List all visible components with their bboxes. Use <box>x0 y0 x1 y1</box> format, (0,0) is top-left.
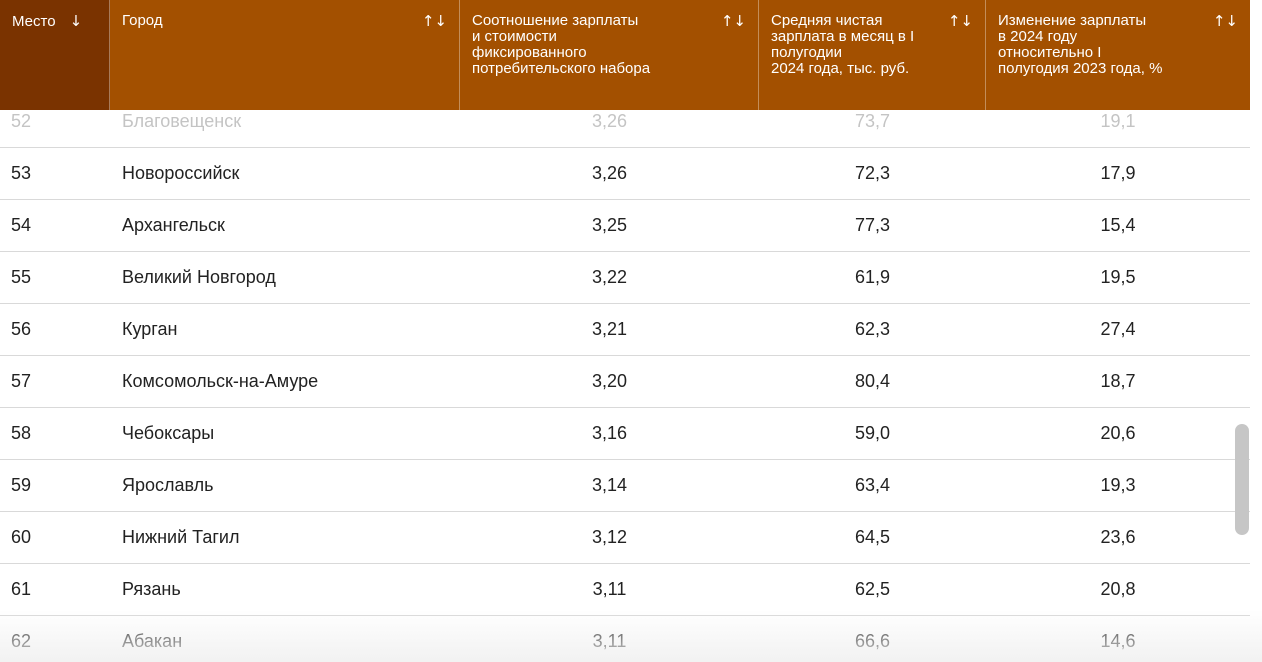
salary-cell: 73,7 <box>854 111 891 131</box>
change-cell: 19,1 <box>1100 111 1136 131</box>
rank-cell: 59 <box>11 475 32 495</box>
column-header-change-label: Изменение зарплаты в 2024 году относител… <box>998 12 1163 77</box>
change-cell: 18,7 <box>1100 371 1136 391</box>
column-header-rank[interactable]: Место ↓ <box>0 0 110 110</box>
change-cell: 15,4 <box>1100 215 1136 235</box>
ratio-cell: 3,21 <box>591 319 628 339</box>
city-cell: Чебоксары <box>122 423 215 443</box>
salary-cell: 61,9 <box>854 267 891 287</box>
city-cell: Архангельск <box>122 215 225 235</box>
scrollbar-track[interactable] <box>1250 0 1262 662</box>
ratio-cell: 3,26 <box>591 163 628 183</box>
salary-cell: 64,5 <box>854 527 891 547</box>
table-row: 56 Курган 3,21 62,3 27,4 <box>0 304 1250 356</box>
salary-cell: 80,4 <box>854 371 891 391</box>
scrollbar-thumb[interactable] <box>1235 424 1249 535</box>
rank-cell: 60 <box>11 527 32 547</box>
city-cell: Великий Новгород <box>122 267 276 287</box>
column-header-city[interactable]: Город ↑↓ <box>110 0 460 110</box>
ratio-cell: 3,25 <box>591 215 628 235</box>
column-header-rank-label: Место <box>12 13 56 30</box>
rank-cell: 62 <box>11 631 32 651</box>
city-cell: Нижний Тагил <box>122 527 240 547</box>
table-row: 61 Рязань 3,11 62,5 20,8 <box>0 564 1250 616</box>
change-cell: 23,6 <box>1100 527 1136 547</box>
table-row: 55 Великий Новгород 3,22 61,9 19,5 <box>0 252 1250 304</box>
rank-cell: 54 <box>11 215 32 235</box>
salary-cell: 72,3 <box>854 163 891 183</box>
column-header-city-label: Город <box>122 12 163 29</box>
table-row: 52 Благовещенск 3,26 73,7 19,1 <box>0 96 1250 148</box>
table-header: Место ↓ Город ↑↓ Соотношение зарплаты и ст… <box>0 0 1250 110</box>
rank-cell: 53 <box>11 163 32 183</box>
sort-arrows-icon[interactable]: ↑↓ <box>421 12 447 30</box>
salary-cell: 62,3 <box>854 319 891 339</box>
column-header-change[interactable]: Изменение зарплаты в 2024 году относител… <box>986 0 1250 110</box>
change-cell: 14,6 <box>1100 631 1136 651</box>
ratio-cell: 3,26 <box>591 111 628 131</box>
table-row: 60 Нижний Тагил 3,12 64,5 23,6 <box>0 512 1250 564</box>
salary-cell: 59,0 <box>854 423 891 443</box>
city-cell: Рязань <box>122 579 181 599</box>
rank-cell: 56 <box>11 319 32 339</box>
table-row: 62 Абакан 3,11 66,6 14,6 <box>0 616 1250 662</box>
change-cell: 19,3 <box>1100 475 1136 495</box>
rank-cell: 57 <box>11 371 32 391</box>
column-header-salary[interactable]: Средняя чистая зарплата в месяц в I полу… <box>759 0 986 110</box>
change-cell: 27,4 <box>1100 319 1136 339</box>
sort-arrows-icon[interactable]: ↑↓ <box>720 12 746 30</box>
rank-cell: 55 <box>11 267 32 287</box>
column-header-salary-label: Средняя чистая зарплата в месяц в I полу… <box>771 12 915 77</box>
city-cell: Абакан <box>122 631 183 651</box>
city-cell: Новороссийск <box>122 163 240 183</box>
sort-arrows-icon[interactable]: ↑↓ <box>947 12 973 30</box>
change-cell: 20,8 <box>1100 579 1136 599</box>
city-cell: Комсомольск-на-Амуре <box>122 371 319 391</box>
table-row: 54 Архангельск 3,25 77,3 15,4 <box>0 200 1250 252</box>
ratio-cell: 3,22 <box>591 267 628 287</box>
ratio-cell: 3,20 <box>591 371 628 391</box>
ratio-cell: 3,12 <box>591 527 628 547</box>
sort-arrows-icon[interactable]: ↑↓ <box>1212 12 1238 30</box>
change-cell: 17,9 <box>1100 163 1136 183</box>
city-cell: Благовещенск <box>122 111 242 131</box>
column-header-ratio-label: Соотношение зарплаты и стоимости фиксиро… <box>472 12 651 77</box>
rank-cell: 61 <box>11 579 32 599</box>
ratio-cell: 3,11 <box>592 631 627 651</box>
salary-cell: 63,4 <box>854 475 891 495</box>
table-row: 59 Ярославль 3,14 63,4 19,3 <box>0 460 1250 512</box>
ratio-cell: 3,11 <box>592 579 627 599</box>
table-row: 58 Чебоксары 3,16 59,0 20,6 <box>0 408 1250 460</box>
city-cell: Ярославль <box>122 475 214 495</box>
table-row: 53 Новороссийск 3,26 72,3 17,9 <box>0 148 1250 200</box>
salary-cell: 66,6 <box>854 631 891 651</box>
salary-cell: 62,5 <box>854 579 891 599</box>
column-header-ratio[interactable]: Соотношение зарплаты и стоимости фиксиро… <box>460 0 759 110</box>
table-body: 52 Благовещенск 3,26 73,7 19,1 53 Новоро… <box>0 96 1250 662</box>
rank-cell: 58 <box>11 423 32 443</box>
arrow-down-icon[interactable]: ↓ <box>69 12 83 30</box>
table-row: 57 Комсомольск-на-Амуре 3,20 80,4 18,7 <box>0 356 1250 408</box>
rank-cell: 52 <box>11 111 32 131</box>
ratio-cell: 3,14 <box>591 475 628 495</box>
change-cell: 20,6 <box>1100 423 1136 443</box>
ratio-cell: 3,16 <box>591 423 628 443</box>
salary-cell: 77,3 <box>854 215 891 235</box>
change-cell: 19,5 <box>1100 267 1136 287</box>
city-cell: Курган <box>122 319 178 339</box>
